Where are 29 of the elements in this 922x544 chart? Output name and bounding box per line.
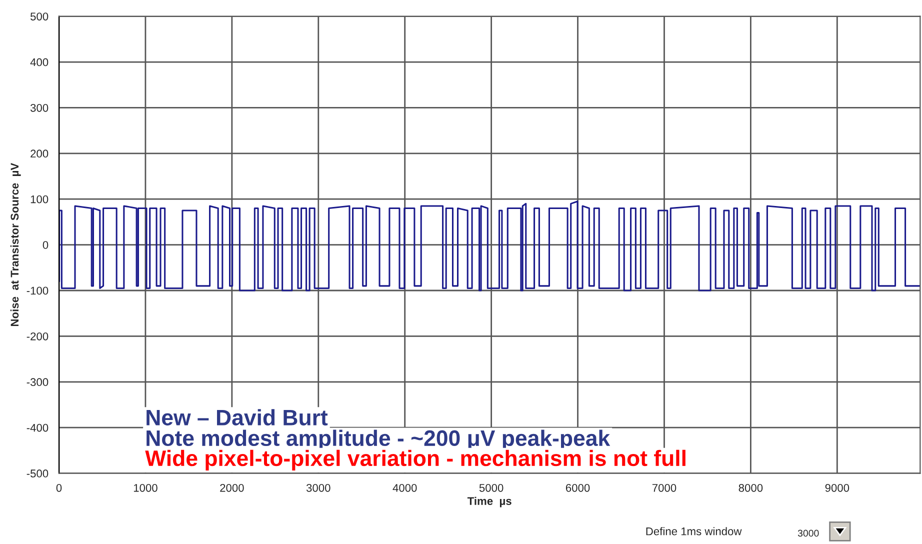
y-tick-label: 500: [30, 12, 48, 20]
line-series: [59, 200, 920, 292]
x-tick-label: 2000: [220, 484, 244, 492]
y-tick-label: -300: [26, 378, 48, 386]
x-axis-title: Time µs: [467, 496, 512, 508]
x-tick-label: 5000: [479, 484, 504, 492]
y-tick-label: 0: [42, 241, 48, 249]
y-tick-label: -200: [26, 332, 48, 340]
x-tick-label: 7000: [652, 484, 676, 492]
y-tick-label: -500: [26, 470, 48, 478]
text: 3000: [798, 530, 819, 537]
x-tick-label: 0: [56, 484, 62, 492]
annotation: New – David Burt: [146, 409, 328, 426]
x-tick-label: 4000: [392, 484, 417, 492]
y-tick-label: 400: [30, 58, 48, 66]
x-tick-label: 9000: [825, 484, 850, 492]
y-axis-title: Noise at Transistor Source µV: [10, 162, 21, 326]
x-tick-label: 6000: [566, 484, 590, 492]
text: Define 1ms window: [646, 527, 742, 536]
x-tick-label: 8000: [738, 484, 763, 492]
x-tick-label: 1000: [134, 484, 158, 492]
y-tick-label: -100: [26, 286, 48, 295]
y-tick-label: 100: [30, 195, 48, 204]
annotation: Note modest amplitude - ~200 μV peak-peak: [146, 430, 610, 450]
x-tick-label: 3000: [306, 484, 330, 492]
y-tick-label: 300: [30, 104, 48, 112]
y-tick-label: -400: [26, 424, 48, 432]
y-tick-label: 200: [30, 150, 48, 158]
annotation: Wide pixel-to-pixel variation - mechanism is not full: [145, 450, 686, 471]
